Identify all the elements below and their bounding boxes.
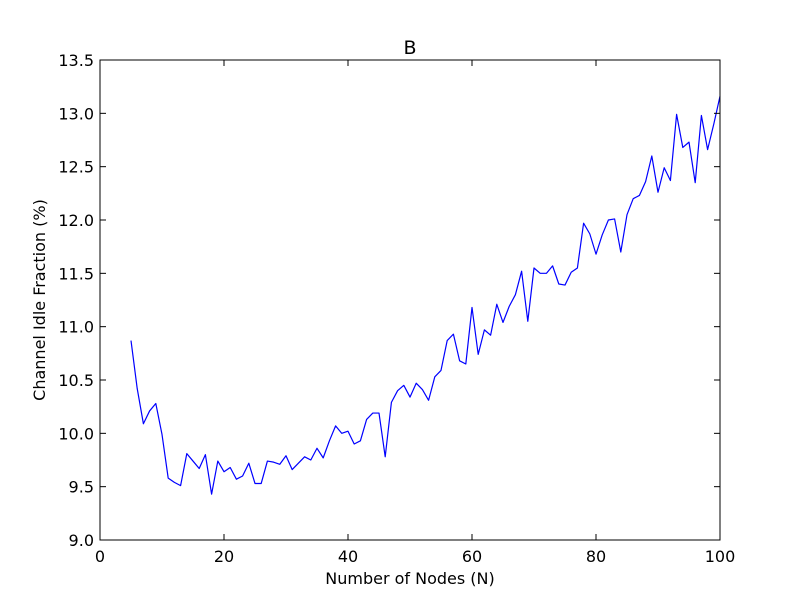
y-tick-label-6: 12.0 xyxy=(58,211,94,230)
x-tick-label-0: 0 xyxy=(95,547,105,566)
y-tick-label-4: 11.0 xyxy=(58,318,94,337)
x-tick-label-3: 60 xyxy=(462,547,482,566)
y-tick-label-9: 13.5 xyxy=(58,51,94,70)
axes-frame xyxy=(99,59,721,541)
x-tick-label-1: 20 xyxy=(214,547,234,566)
series-line-0 xyxy=(130,96,721,495)
y-tick-label-1: 9.5 xyxy=(69,478,94,497)
x-axis-label: Number of Nodes (N) xyxy=(325,569,495,588)
y-tick-label-5: 11.5 xyxy=(58,264,94,283)
y-axis-label: Channel Idle Fraction (%) xyxy=(30,199,49,401)
x-tick-label-4: 80 xyxy=(586,547,606,566)
y-tick-label-3: 10.5 xyxy=(58,371,94,390)
x-tick-label-2: 40 xyxy=(338,547,358,566)
y-tick-label-0: 9.0 xyxy=(69,531,94,550)
y-tick-label-8: 13.0 xyxy=(58,104,94,123)
y-tick-label-2: 10.0 xyxy=(58,424,94,443)
plot-area: 0 20 40 60 80 100 9.0 9.5 10.0 10.5 11.0 11.5 12.0 12… xyxy=(58,51,735,566)
x-tick-label-5: 100 xyxy=(705,547,736,566)
chart-title: B xyxy=(403,37,416,59)
y-tick-label-7: 12.5 xyxy=(58,158,94,177)
